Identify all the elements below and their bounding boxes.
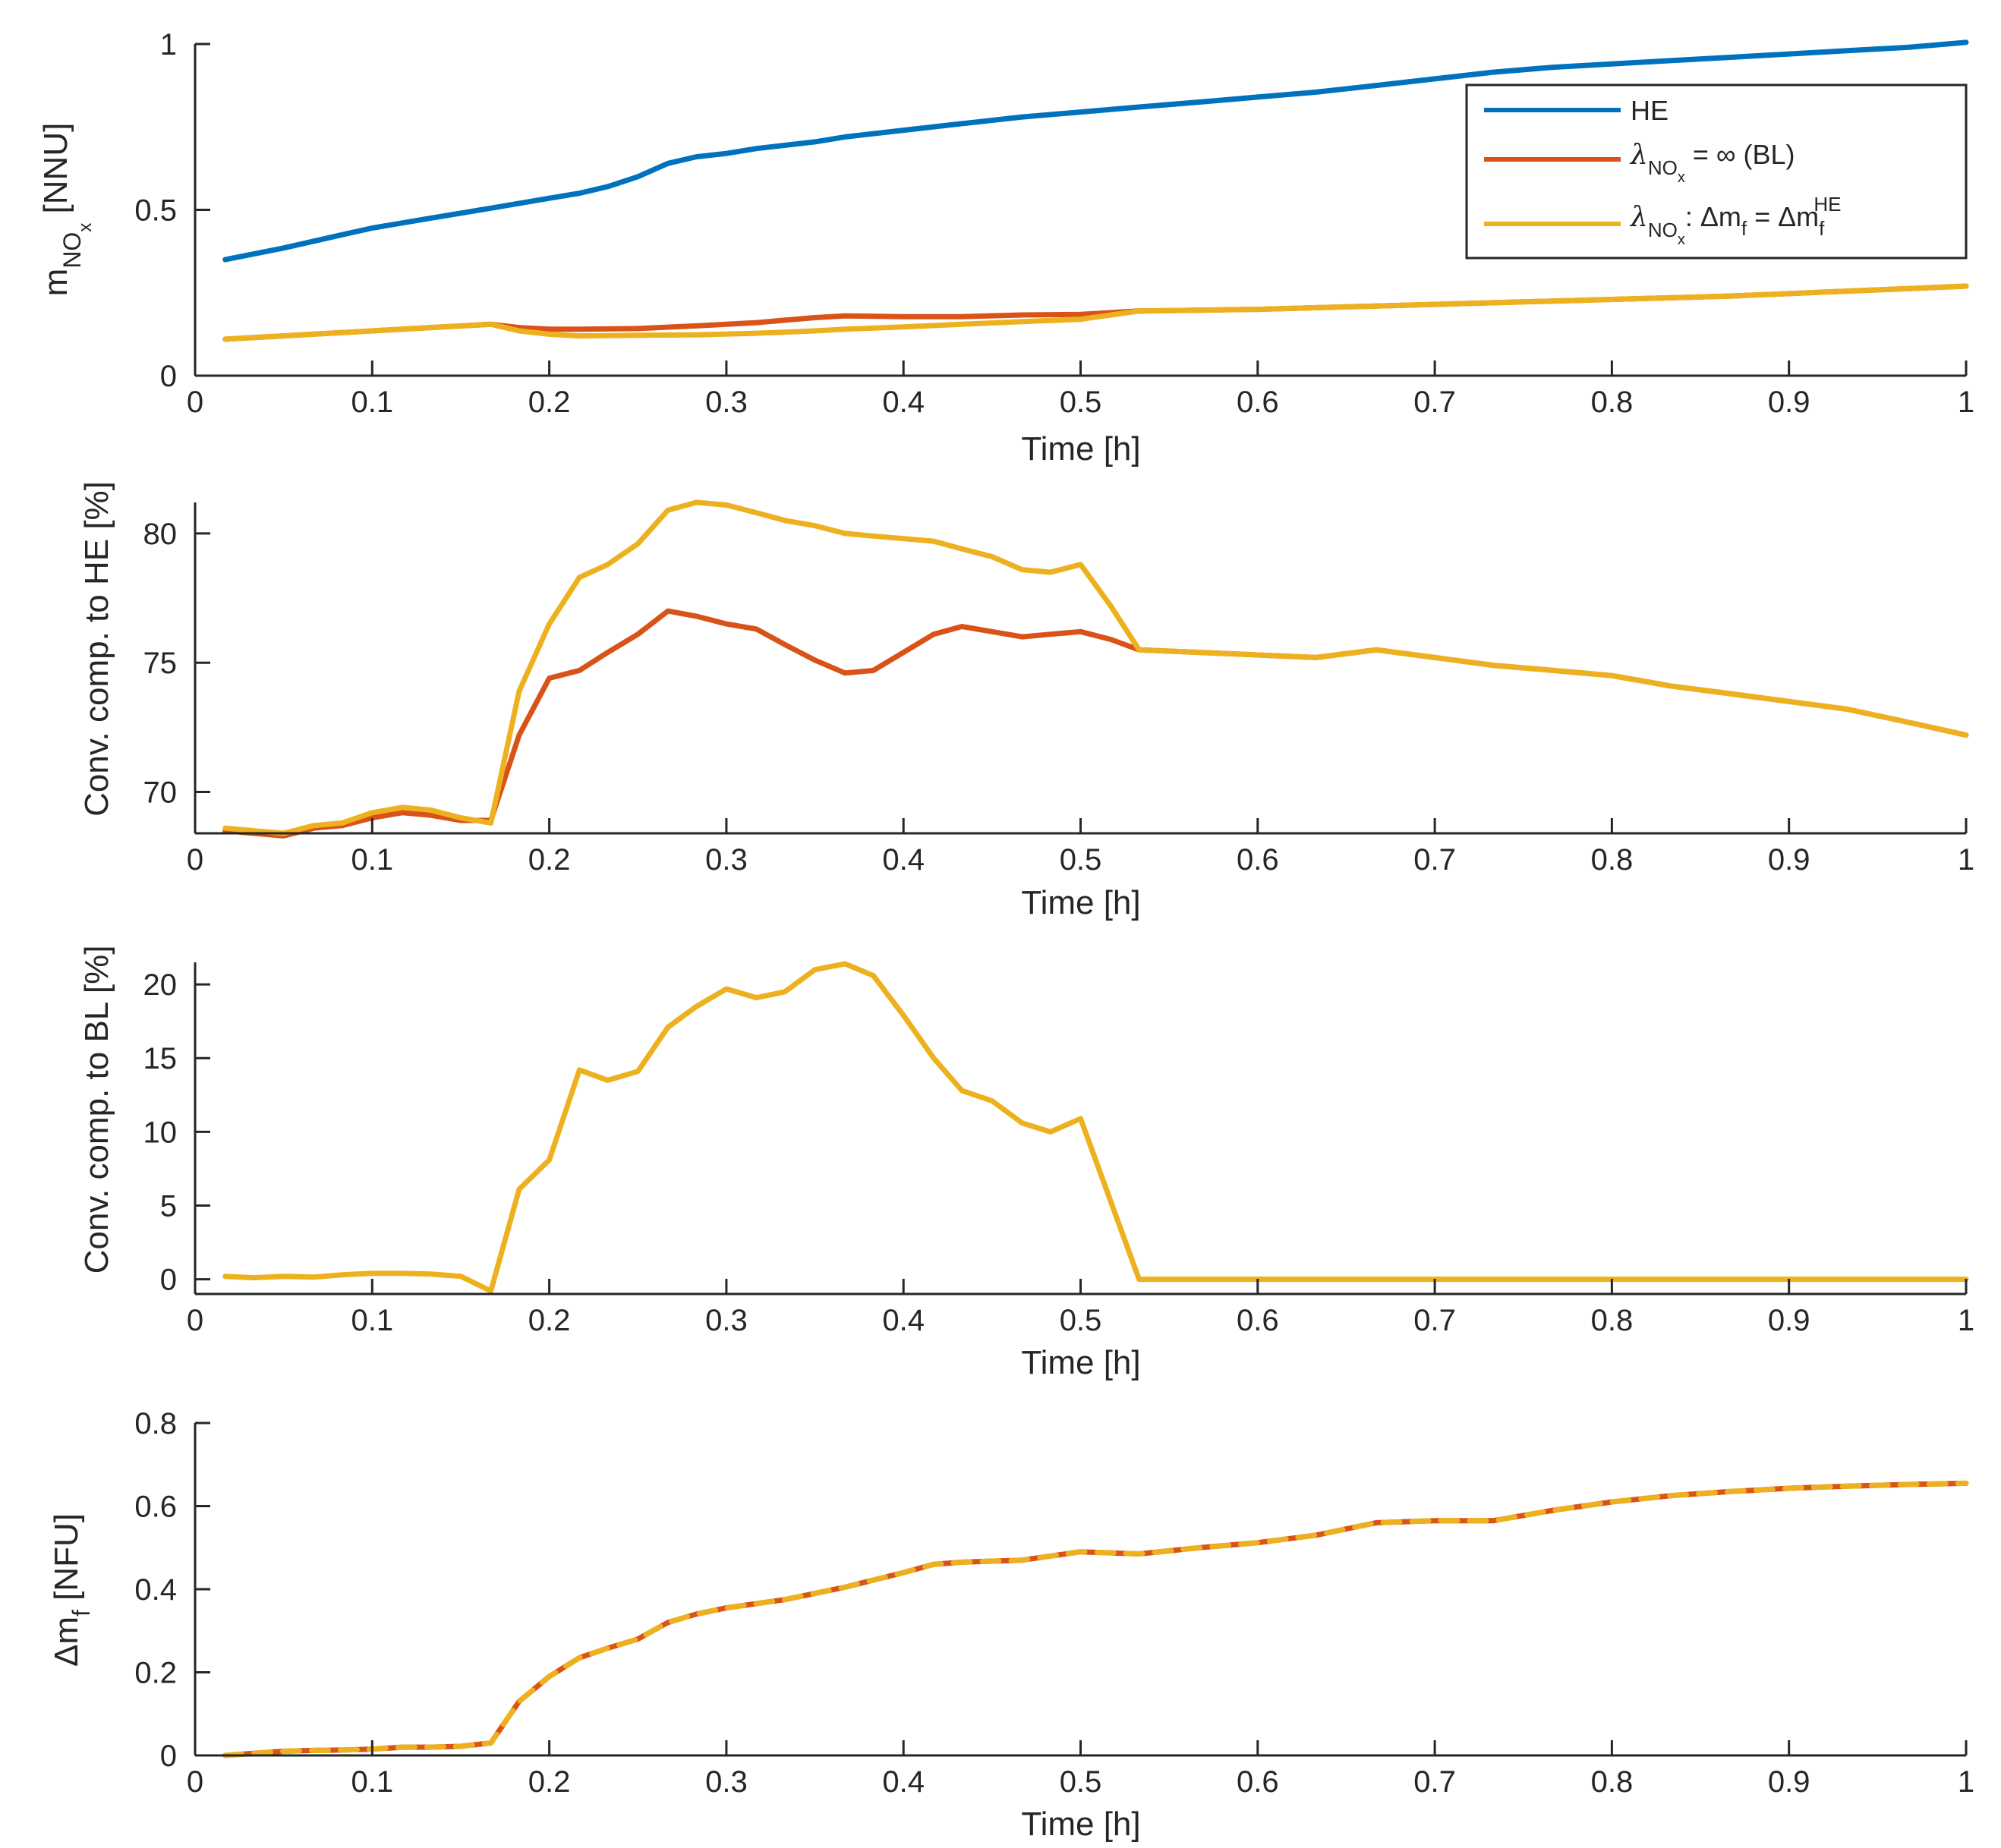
legend-label-bl: λNOx = ∞ (BL) (1629, 139, 1795, 186)
legend-label-he: HE (1631, 95, 1669, 126)
y-tick-label: 5 (160, 1189, 177, 1223)
x-tick-label: 0.8 (1591, 1304, 1634, 1337)
x-tick-label: 1 (1958, 843, 1974, 877)
y-tick-label: 0.2 (134, 1657, 177, 1690)
y-tick-label: 75 (143, 647, 178, 680)
x-tick-label: 0.4 (882, 1765, 925, 1799)
y-tick-label: 0.5 (134, 194, 177, 228)
x-tick-label: 0.4 (882, 843, 925, 877)
y-tick-label: 10 (143, 1116, 178, 1149)
x-tick-label: 0.9 (1768, 1765, 1810, 1799)
legend-label-lam: λNOx: Δmf = ΔmfHE (1629, 193, 1842, 248)
x-tick-label: 0.9 (1768, 1304, 1810, 1337)
y-tick-label: 0.8 (134, 1407, 177, 1440)
x-tick-label: 0 (187, 1304, 203, 1337)
y-tick-label: 1 (160, 28, 177, 61)
x-tick-label: 0.3 (705, 1765, 748, 1799)
x-tick-label: 0.6 (1237, 1765, 1279, 1799)
x-tick-label: 0.5 (1060, 386, 1102, 419)
y-axis-label: mNOx [NNU] (37, 123, 96, 297)
series-line-lam (222, 961, 1969, 1294)
subplot-conv-he: 0 0.1 0.2 0.3 0.4 0.5 0.6 0.7 0.8 0.9 1 70 75 80 Time… (78, 481, 1974, 921)
x-tick-label: 1 (1958, 1304, 1974, 1337)
x-tick-label: 0.7 (1413, 1765, 1456, 1799)
y-tick-label: 0 (160, 1739, 177, 1773)
x-tick-label: 0.9 (1768, 386, 1810, 419)
series-line-lam (222, 283, 1969, 342)
x-tick-label: 0.1 (351, 386, 393, 419)
series-line-lam (222, 499, 1969, 836)
y-axis-label: Δmf [NFU] (48, 1513, 95, 1667)
x-tick-label: 1 (1958, 1765, 1974, 1799)
x-axis-label: Time [h] (1021, 430, 1140, 468)
y-tick-label: 15 (143, 1042, 178, 1075)
x-tick-label: 0.3 (705, 1304, 748, 1337)
legend: HE λNOx = ∞ (BL) λNOx: Δmf = ΔmfHE (1465, 83, 1968, 260)
x-tick-label: 0.3 (705, 386, 748, 419)
y-tick-label: 0 (160, 1264, 177, 1297)
x-tick-label: 0.6 (1237, 843, 1279, 877)
x-tick-label: 0.9 (1768, 843, 1810, 877)
y-tick-label: 0.6 (134, 1491, 177, 1524)
y-tick-label: 80 (143, 518, 178, 551)
subplot-nox-mass: 0 0.1 0.2 0.3 0.4 0.5 0.6 0.7 0.8 0.9 1 0 0.5 1 Time … (37, 28, 1974, 468)
x-tick-label: 0.1 (351, 1304, 393, 1337)
x-tick-label: 0.1 (351, 843, 393, 877)
x-tick-label: 0.7 (1413, 843, 1456, 877)
x-tick-label: 0.5 (1060, 1765, 1102, 1799)
x-tick-label: 0.2 (528, 843, 571, 877)
x-axis-label: Time [h] (1021, 884, 1140, 921)
x-tick-label: 0.6 (1237, 386, 1279, 419)
y-axis-label: Conv. comp. to HE [%] (78, 481, 115, 817)
legend-box (1465, 83, 1968, 260)
x-tick-label: 0.2 (528, 1304, 571, 1337)
x-tick-label: 0.2 (528, 386, 571, 419)
x-tick-label: 0.1 (351, 1765, 393, 1799)
x-tick-label: 0.8 (1591, 1765, 1634, 1799)
y-tick-label: 70 (143, 776, 178, 810)
x-tick-label: 0.4 (882, 386, 925, 419)
y-axis-label: Conv. comp. to BL [%] (78, 946, 115, 1274)
x-tick-label: 1 (1958, 386, 1974, 419)
x-axis-label: Time [h] (1021, 1805, 1140, 1843)
x-tick-label: 0.5 (1060, 1304, 1102, 1337)
x-tick-label: 0.4 (882, 1304, 925, 1337)
y-tick-label: 0 (160, 360, 177, 393)
y-tick-label: 0.4 (134, 1573, 177, 1607)
x-tick-label: 0.7 (1413, 1304, 1456, 1337)
x-tick-label: 0.2 (528, 1765, 571, 1799)
x-tick-label: 0.8 (1591, 843, 1634, 877)
series-line-lam (222, 1480, 1969, 1758)
x-axis-label: Time [h] (1021, 1344, 1140, 1381)
x-tick-label: 0 (187, 386, 203, 419)
x-tick-label: 0 (187, 1765, 203, 1799)
y-tick-label: 20 (143, 968, 178, 1002)
x-tick-label: 0 (187, 843, 203, 877)
x-tick-label: 0.3 (705, 843, 748, 877)
subplot-delta-mf: 0 0.1 0.2 0.3 0.4 0.5 0.6 0.7 0.8 0.9 1 0 0.2 0.4 0.6 0… (48, 1407, 1974, 1843)
x-tick-label: 0.8 (1591, 386, 1634, 419)
x-tick-label: 0.6 (1237, 1304, 1279, 1337)
x-tick-label: 0.5 (1060, 843, 1102, 877)
x-tick-label: 0.7 (1413, 386, 1456, 419)
series-line-he (222, 39, 1969, 263)
